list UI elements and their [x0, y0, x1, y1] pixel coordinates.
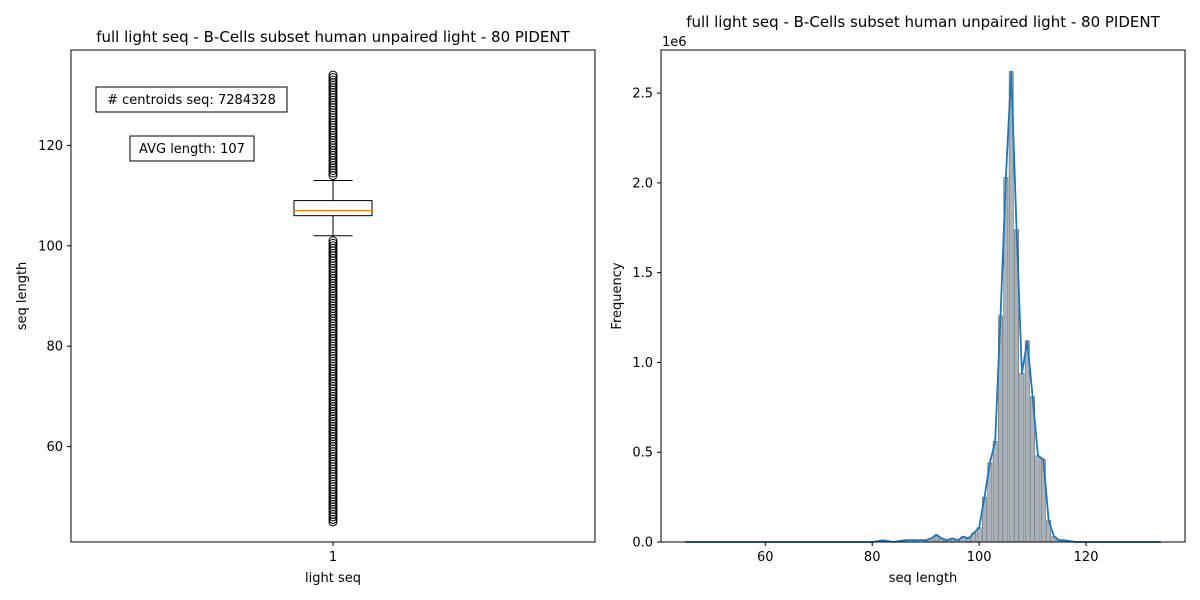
- histogram-axes-frame: [660, 49, 1186, 543]
- boxplot-y-axis-label: seq length: [15, 262, 30, 331]
- histogram-y-ticks: 0.0 0.5 1.0 1.5 2.0 2.5: [632, 87, 661, 551]
- histogram-x-tick-label: 120: [1074, 550, 1099, 565]
- boxplot-y-tick-label: 60: [46, 440, 63, 455]
- boxplot-outlier-point: [328, 241, 338, 251]
- histogram-x-ticks: 60 80 100 120: [757, 542, 1099, 565]
- histogram-y-tick-label: 0.5: [632, 446, 653, 461]
- annotation-avg-length-box: [129, 135, 255, 162]
- boxplot-y-tick-label: 120: [38, 139, 63, 154]
- boxplot-x-ticks: 1: [329, 542, 337, 565]
- histogram-bar: [1035, 455, 1041, 543]
- boxplot-y-tick-label: 80: [46, 340, 63, 355]
- histogram-x-tick-label: 100: [967, 550, 992, 565]
- boxplot-iqr-box: [293, 200, 373, 217]
- boxplot-box: [293, 180, 373, 237]
- histogram-bar: [1024, 340, 1030, 543]
- boxplot-title: full light seq - B-Cells subset human un…: [96, 28, 570, 46]
- boxplot-outlier-point: [328, 236, 338, 246]
- annotation-centroids-box: [95, 86, 288, 113]
- histogram-y-axis-label: Frequency: [610, 262, 625, 329]
- histogram-y-tick-label: 2.5: [632, 87, 653, 102]
- boxplot-panel: full light seq - B-Cells subset human un…: [15, 28, 596, 586]
- boxplot-outlier-point: [328, 73, 338, 83]
- annotation-centroids-text: # centroids seq: 7284328: [107, 93, 276, 108]
- boxplot-outlier-point: [328, 75, 338, 85]
- histogram-x-axis-label: seq length: [889, 571, 958, 586]
- annotation-centroids: # centroids seq: 7284328: [95, 86, 288, 113]
- histogram-y-tick-label: 2.0: [632, 176, 653, 191]
- boxplot-x-tick-label: 1: [329, 550, 337, 565]
- histogram-x-tick-label: 60: [757, 550, 774, 565]
- boxplot-outliers: [328, 70, 338, 527]
- histogram-y-tick-label: 1.0: [632, 356, 653, 371]
- histogram-panel: full light seq - B-Cells subset human un…: [610, 13, 1186, 586]
- boxplot-x-axis-label: light seq: [305, 571, 361, 586]
- histogram-y-tick-label: 1.5: [632, 266, 653, 281]
- boxplot-outlier-point: [328, 238, 338, 248]
- annotation-avg-length: AVG length: 107: [129, 135, 255, 162]
- histogram-bar: [1019, 372, 1025, 543]
- annotation-avg-length-text: AVG length: 107: [139, 142, 245, 157]
- histogram-title: full light seq - B-Cells subset human un…: [686, 13, 1160, 31]
- histogram-plot-area: [661, 50, 1185, 542]
- boxplot-outlier-point: [328, 70, 338, 80]
- histogram-x-tick-label: 80: [864, 550, 881, 565]
- histogram-bar: [992, 441, 998, 543]
- boxplot-y-ticks: 60 80 100 120: [38, 139, 71, 455]
- histogram-y-tick-label: 0.0: [632, 536, 653, 551]
- boxplot-y-tick-label: 100: [38, 239, 63, 254]
- histogram-y-scale-label: 1e6: [662, 35, 687, 50]
